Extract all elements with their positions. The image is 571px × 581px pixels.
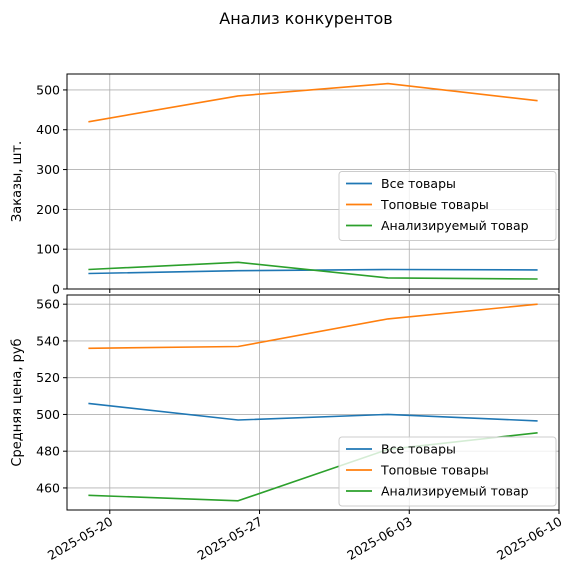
y-tick-label: 500 [36,407,60,422]
y-tick-label: 500 [36,82,60,97]
legend-label-1: Все товары [381,442,456,457]
legend-label-3: Анализируемый товар [381,484,529,499]
y-tick-label: 480 [36,444,60,459]
legend-box [338,436,557,507]
y-axis-label: Заказы, шт. [10,141,25,222]
legend-box [338,171,557,241]
legend-label-1: Все товары [381,176,456,191]
chart-title: Анализ конкурентов [219,9,392,28]
series-line-2 [88,303,538,350]
legend: Все товары Топовые товары Анализируемый то… [338,171,557,241]
panel-1: 0 100 200 300 400 500 Заказы, шт. Все товары Топ… [10,73,560,297]
series-line-3 [88,261,538,280]
legend-label-2: Топовые товары [380,197,489,212]
legend-label-3: Анализируемый товар [381,218,529,233]
y-tick-label: 520 [36,370,60,385]
axes-frame [66,73,560,290]
y-axis-label: Средняя цена, руб [10,338,25,466]
y-tick-label: 300 [36,162,60,177]
axes-frame [66,294,560,511]
y-tick-label: 400 [36,122,60,137]
y-tick-label: 460 [36,480,60,495]
y-tick-label: 200 [36,202,60,217]
legend: Все товары Топовые товары Анализируемый то… [338,436,557,507]
y-tick-label: 100 [36,242,60,257]
y-tick-label: 540 [36,333,60,348]
y-tick-label: 560 [36,297,60,312]
series-line-1 [88,402,538,422]
y-tick-label: 0 [52,282,60,297]
series-line-2 [88,82,538,123]
legend-label-2: Топовые товары [380,463,489,478]
